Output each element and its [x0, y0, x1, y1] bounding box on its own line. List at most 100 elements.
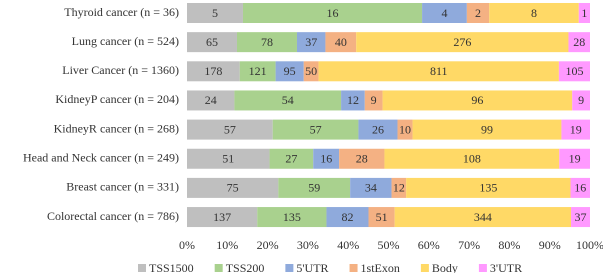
legend-swatch: [214, 264, 223, 272]
x-tick-label: 80%: [498, 238, 520, 252]
x-tick-label: 30%: [297, 238, 319, 252]
legend-label: TSS1500: [149, 261, 194, 273]
legend-label: 3'UTR: [490, 261, 522, 273]
data-label: 28: [356, 152, 368, 166]
y-tick-label: KidneyR cancer (n = 268): [54, 121, 179, 135]
bar-segment: [572, 90, 590, 111]
data-label: 2: [475, 6, 481, 20]
data-label: 8: [531, 6, 537, 20]
y-tick-label: Thyroid cancer (n = 36): [64, 5, 179, 19]
legend-label: 5'UTR: [296, 261, 328, 273]
data-label: 108: [463, 152, 481, 166]
bar-segment: [368, 207, 395, 228]
bar-segment: [391, 177, 407, 198]
bar-segment: [187, 90, 235, 111]
x-tick-label: 0%: [179, 238, 195, 252]
bar-segment: [257, 207, 327, 228]
data-label: 65: [206, 35, 218, 49]
data-label: 26: [372, 122, 384, 136]
bar-segment: [187, 177, 279, 198]
bar-segment: [239, 61, 276, 82]
y-tick-label: KidneyP cancer (n = 204): [55, 92, 179, 106]
x-tick-label: 50%: [378, 238, 400, 252]
data-label: 59: [308, 181, 320, 195]
bar-segment: [559, 148, 590, 169]
bar-segment: [341, 90, 365, 111]
bar-segment: [571, 207, 590, 228]
data-label: 19: [569, 152, 581, 166]
y-tick-label: Breast cancer (n = 331): [66, 180, 179, 194]
bar-segment: [234, 90, 342, 111]
legend-swatch: [420, 264, 429, 272]
legend-swatch: [138, 264, 146, 272]
bar-segment: [356, 32, 569, 53]
data-label: 9: [578, 93, 584, 107]
data-label: 12: [347, 93, 359, 107]
data-label: 137: [213, 210, 231, 224]
bar-segment: [187, 148, 270, 169]
bar-segment: [384, 148, 560, 169]
data-label: 16: [327, 6, 339, 20]
bar-segment: [364, 90, 383, 111]
bar-segment: [568, 32, 590, 53]
data-label: 12: [393, 181, 405, 195]
x-tick-label: 100%: [576, 238, 603, 252]
bar-segment: [318, 61, 559, 82]
data-label: 276: [453, 35, 471, 49]
legend-label: TSS200: [226, 261, 265, 273]
bar-segment: [350, 177, 392, 198]
bar-segment: [394, 207, 572, 228]
data-label: 344: [474, 210, 492, 224]
legend-label: Body: [432, 261, 458, 273]
legend-label: 1stExon: [361, 261, 400, 273]
bar-segment: [578, 3, 590, 23]
bar-segment: [272, 119, 359, 140]
bar-segment: [561, 119, 590, 140]
bar-segment: [187, 32, 237, 53]
data-label: 99: [481, 122, 493, 136]
data-label: 135: [479, 181, 497, 195]
bar-segment: [466, 3, 490, 23]
bar-segment: [187, 61, 240, 82]
data-label: 57: [310, 122, 322, 136]
data-label: 178: [204, 64, 222, 78]
data-label: 16: [574, 181, 586, 195]
bar-segment: [325, 32, 357, 53]
bar-segment: [397, 119, 413, 140]
data-label: 28: [573, 35, 585, 49]
x-tick-label: 70%: [458, 238, 480, 252]
data-label: 811: [430, 64, 448, 78]
bar-segment: [242, 3, 423, 23]
data-label: 82: [341, 210, 353, 224]
data-label: 51: [222, 152, 234, 166]
data-label: 34: [365, 181, 377, 195]
legend-swatch: [349, 264, 358, 272]
bar-segment: [326, 207, 369, 228]
data-label: 135: [283, 210, 301, 224]
bar-segment: [269, 148, 314, 169]
x-tick-label: 60%: [418, 238, 440, 252]
bar-segment: [570, 177, 590, 198]
bar-segment: [236, 32, 297, 53]
data-label: 10: [399, 122, 411, 136]
data-label: 57: [224, 122, 236, 136]
bar-segment: [278, 177, 351, 198]
bar-segment: [406, 177, 571, 198]
data-label: 51: [376, 210, 388, 224]
data-label: 5: [212, 6, 218, 20]
data-label: 19: [570, 122, 582, 136]
bar-segment: [422, 3, 467, 23]
data-label: 54: [282, 93, 294, 107]
data-label: 37: [575, 210, 587, 224]
y-tick-label: Colorectal cancer (n = 786): [47, 209, 179, 223]
data-label: 50: [305, 64, 317, 78]
bar-segment: [296, 32, 326, 53]
y-tick-label: Head and Neck cancer (n = 249): [23, 151, 179, 165]
data-label: 37: [305, 35, 317, 49]
y-tick-label: Lung cancer (n = 524): [72, 34, 179, 48]
bar-segment: [558, 61, 590, 82]
bar-segment: [339, 148, 385, 169]
data-label: 1: [581, 6, 587, 20]
data-label: 9: [371, 93, 377, 107]
bar-segment: [275, 61, 304, 82]
